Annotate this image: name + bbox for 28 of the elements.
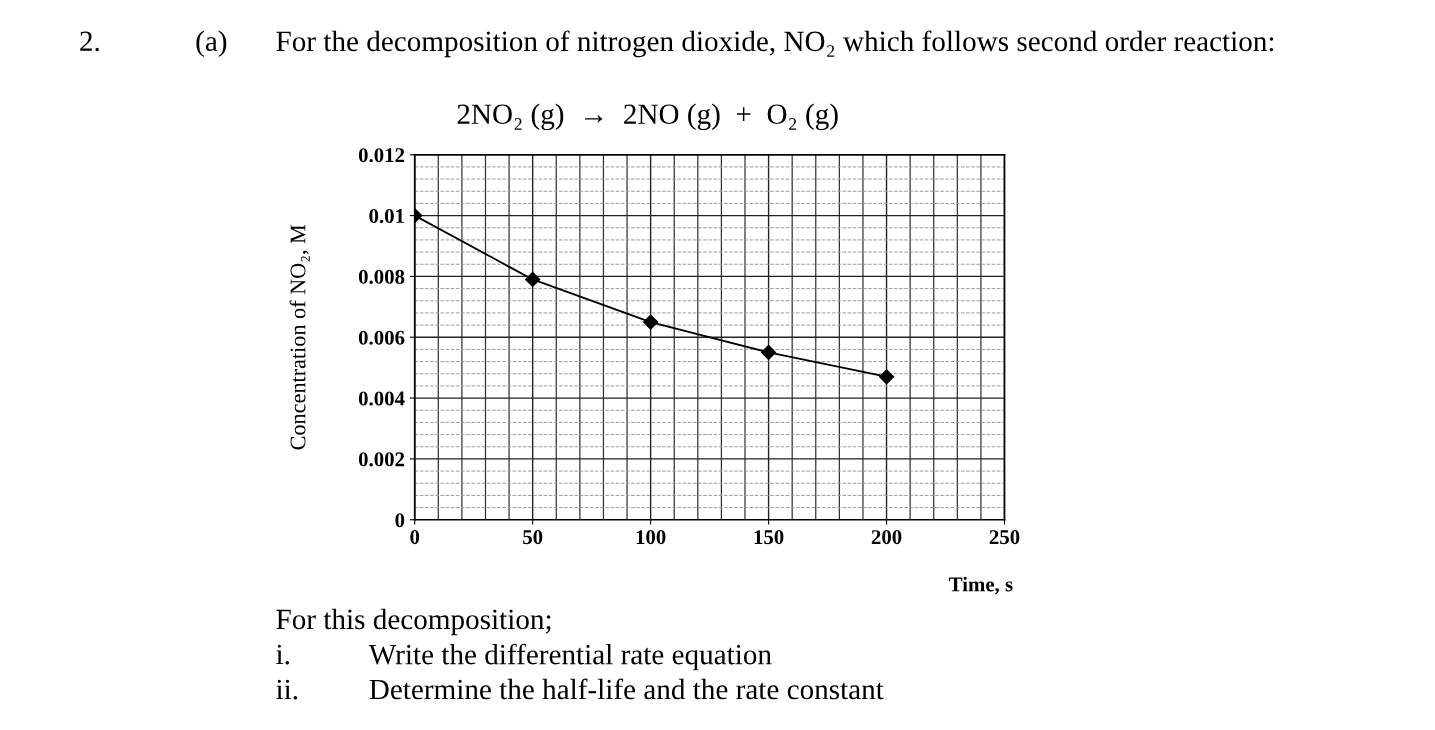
x-tick-label: 100 <box>636 530 666 545</box>
x-tick-label: 250 <box>989 530 1020 545</box>
x-tick-label: 50 <box>523 530 543 545</box>
text: i. <box>276 644 289 665</box>
point <box>525 271 541 288</box>
x-tick-label: 150 <box>754 530 784 545</box>
text: Write the differential rate equation <box>368 643 772 671</box>
text: (a) <box>196 30 227 58</box>
y-tick-label: 0.002 <box>358 452 405 467</box>
y-tick-label: 0 <box>395 513 405 528</box>
point <box>643 314 659 330</box>
text: Determine the half-life and the rate constant <box>369 678 884 700</box>
x-tick-label: 0 <box>410 530 420 545</box>
y-tick-label: 0.004 <box>358 391 405 406</box>
text: For this decomposition; <box>276 608 551 636</box>
y-tick-label: 0.008 <box>358 269 405 284</box>
y-tick-label: 0.012 <box>358 148 405 163</box>
chart-title: For the decomposition of nitrogen dioxide, NO₂ which follows second order reaction: <box>276 30 1274 58</box>
x-tick-label: 200 <box>871 530 902 545</box>
y-tick-label: 0.01 <box>369 208 404 224</box>
y-axis-title: Concentration of NO₂, M <box>289 224 310 450</box>
text: ii. <box>276 679 298 700</box>
y-tick-label: 0.006 <box>358 330 405 345</box>
x-axis-title: Time, s <box>948 576 1013 595</box>
point <box>878 369 895 385</box>
point <box>761 344 777 361</box>
text: 2. <box>80 31 99 52</box>
chart-subtitle: 2NO₂ (g) → 2NO (g) + O₂ (g) <box>457 103 838 131</box>
